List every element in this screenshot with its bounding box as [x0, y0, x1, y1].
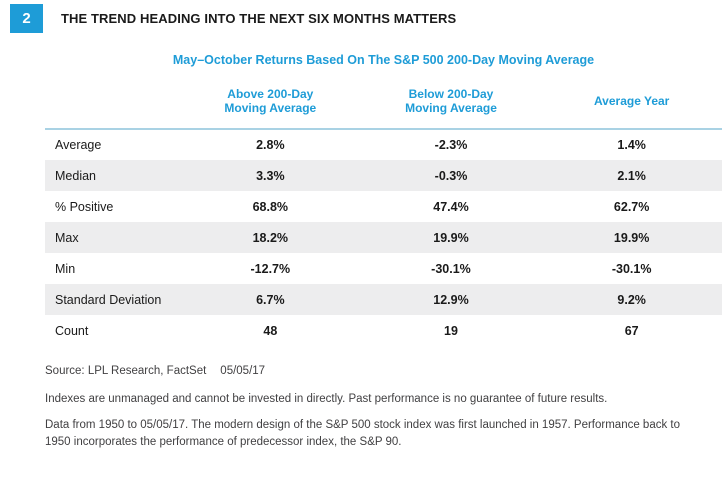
cell-value: 2.8% [256, 138, 285, 152]
source-date: 05/05/17 [220, 365, 266, 377]
row-label: Min [55, 261, 76, 276]
cell-value: -2.3% [434, 138, 468, 152]
table-row: Max 18.2% 19.9% 19.9% [45, 222, 722, 253]
returns-table: Above 200-Day Moving Average Below 200-D… [45, 80, 722, 346]
column-header-line: Moving Average [405, 101, 497, 115]
table-row: % Positive 68.8% 47.4% 62.7% [45, 191, 722, 222]
disclaimer-text: Indexes are unmanaged and cannot be inve… [45, 393, 608, 405]
table-row: Min -12.7% -30.1% -30.1% [45, 253, 722, 284]
column-header-line: Average Year [593, 93, 670, 108]
cell-value: 2.1% [617, 168, 646, 183]
source-text: Source: LPL Research, FactSet [45, 365, 207, 377]
cell-value: 62.7% [613, 199, 650, 214]
cell-value: -0.3% [434, 168, 468, 183]
column-header-line: Moving Average [224, 101, 317, 115]
table-row: Count 48 19 67 [45, 315, 722, 346]
table-header: Above 200-Day Moving Average Below 200-D… [45, 80, 722, 130]
cell-value: 9.2% [617, 292, 646, 307]
column-header-average-year: Average Year [541, 80, 722, 130]
cell-value: 67 [624, 323, 639, 338]
data-note-text: Data from 1950 to 05/05/17. The modern d… [45, 419, 681, 448]
table-body: Average 2.8% -2.3% 1.4% Median 3.3% -0.3% 2.1%%… [45, 129, 722, 346]
row-label: Average [55, 138, 102, 152]
column-header-below-200-day: Below 200-Day Moving Average [360, 80, 542, 130]
cell-value: 68.8% [252, 199, 289, 214]
cell-value: -30.1% [431, 261, 471, 276]
row-label: Max [55, 230, 79, 245]
cell-value: 6.7% [256, 292, 285, 307]
cell-value: 1.4% [617, 138, 646, 152]
cell-value: -30.1% [611, 261, 652, 276]
cell-value: -12.7% [250, 261, 291, 276]
column-header-above-200-day: Above 200-Day Moving Average [180, 80, 361, 130]
cell-value: 48 [263, 323, 278, 338]
figure-header: 2 THE TREND HEADING INTO THE NEXT SIX MO… [10, 4, 456, 33]
table-row: Average 2.8% -2.3% 1.4% [45, 129, 722, 160]
cell-value: 12.9% [433, 292, 469, 307]
page-title: THE TREND HEADING INTO THE NEXT SIX MONT… [61, 11, 457, 26]
cell-value: 3.3% [256, 168, 285, 183]
cell-value: 19 [444, 323, 458, 338]
source-line: Source: LPL Research, FactSet 05/05/17 [45, 364, 697, 378]
cell-value: 19.9% [433, 230, 469, 245]
cell-value: 47.4% [433, 199, 469, 214]
figure-number: 2 [22, 10, 31, 27]
table-row: Median 3.3% -0.3% 2.1% [45, 160, 722, 191]
chart-title: May–October Returns Based On The S&P 500… [172, 53, 595, 67]
column-header-line: Below 200-Day [408, 86, 494, 101]
row-label: Count [55, 323, 89, 338]
cell-value: 19.9% [613, 230, 650, 245]
row-label: Median [55, 168, 96, 183]
figure-number-badge: 2 [10, 4, 43, 33]
figure-footer: Source: LPL Research, FactSet 05/05/17 In… [45, 364, 697, 451]
row-label: Standard Deviation [55, 292, 162, 307]
cell-value: 18.2% [252, 230, 289, 245]
table-row: Standard Deviation 6.7% 12.9% 9.2% [45, 284, 722, 315]
row-label: % Positive [55, 199, 114, 214]
column-header-line: Above 200-Day [227, 86, 314, 101]
column-header-empty [45, 80, 180, 130]
